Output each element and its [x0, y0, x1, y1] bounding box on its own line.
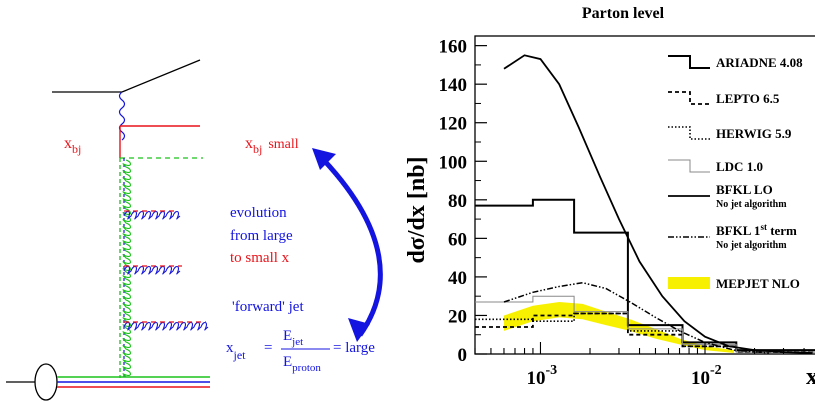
- x-tick-label: 10-2: [691, 363, 722, 389]
- legend-sublabel: No jet algorithm: [716, 199, 787, 210]
- gluon-ladder-curls: [122, 159, 132, 378]
- xbj-small-label: xbj small: [245, 135, 299, 156]
- legend-swatch: [668, 55, 710, 69]
- legend-label: BFKL LO: [716, 182, 773, 197]
- y-axis-label: dσ/dx [nb]: [404, 156, 430, 263]
- gluon-rung-3: [123, 321, 209, 331]
- evolution-arrow-head-bottom: [348, 318, 370, 342]
- legend-item: LEPTO 6.5: [668, 91, 780, 106]
- forward-jet-label: 'forward' jet: [232, 299, 304, 315]
- y-tick-label: 120: [439, 114, 468, 135]
- legend-label: LEPTO 6.5: [716, 91, 780, 106]
- x-tick-label: 10-3: [526, 363, 557, 389]
- y-tick-label: 160: [439, 37, 468, 58]
- proton-blob: [34, 363, 58, 401]
- y-tick-label: 60: [448, 229, 467, 250]
- electron-line-out: [121, 59, 201, 93]
- series-bfkl-lo: [503, 54, 813, 354]
- legend-item: ARIADNE 4.08: [668, 55, 803, 70]
- xbj-label: xbj: [64, 135, 81, 156]
- photon-line: [118, 91, 126, 141]
- scattering-diagram: xbj xbj small evolution from large to sma…: [6, 59, 383, 401]
- ladder-gluon-line: [122, 159, 132, 378]
- legend-label: BFKL 1st term: [716, 222, 797, 238]
- legend-label: MEPJET NLO: [716, 276, 800, 291]
- svg-text:Ejet: Ejet: [283, 328, 303, 348]
- legend-sublabel: No jet algorithm: [716, 240, 787, 251]
- series-layer: [475, 54, 815, 354]
- legend-item: BFKL 1st term No jet algorithm: [668, 222, 797, 251]
- legend-label: HERWIG 5.9: [716, 126, 792, 141]
- legend-item: HERWIG 5.9: [668, 126, 792, 141]
- gluon-rungs: [123, 210, 209, 331]
- evolution-arrow: [316, 152, 383, 337]
- legend-swatch: [668, 126, 710, 140]
- mepjet-band-layer: [504, 302, 734, 353]
- series-mepjet-nlo: [504, 302, 734, 353]
- evolution-line1: evolution: [230, 205, 287, 221]
- svg-text:= large: = large: [333, 340, 375, 356]
- evolution-line3: to small x: [230, 250, 290, 266]
- y-tick-label: 40: [448, 268, 467, 289]
- y-tick-label: 20: [448, 306, 467, 327]
- evolution-line2: from large: [230, 228, 293, 244]
- y-ticks: 0 20 40 60 80 100 120 140 160: [439, 37, 487, 366]
- chart: Parton level dσ/dx [nb] 0 20 40 60 80 100 120 1…: [404, 5, 815, 390]
- series-bfkl-1st-term: [503, 281, 771, 354]
- gluon-rung-1: [123, 210, 181, 220]
- series-ldc-1-0: [475, 295, 815, 353]
- legend-swatch: [668, 159, 710, 173]
- y-tick-label: 0: [458, 345, 468, 366]
- evolution-arrow-head-top: [312, 148, 336, 170]
- y-tick-label: 80: [448, 191, 467, 212]
- legend-swatch: [668, 277, 710, 289]
- plot-frame: [474, 35, 815, 355]
- legend: ARIADNE 4.08 LEPTO 6.5 HERWIG 5.9 LDC 1.0 BF…: [668, 55, 803, 291]
- legend-item: MEPJET NLO: [668, 276, 800, 291]
- x-ticks: 10-3 10-2: [474, 342, 805, 389]
- svg-text:=: =: [264, 340, 272, 356]
- x-axis-label: x: [806, 364, 815, 390]
- gluon-rung-2: [123, 265, 181, 275]
- y-tick-label: 100: [439, 152, 468, 173]
- svg-text:Eproton: Eproton: [283, 354, 321, 374]
- legend-item: BFKL LO No jet algorithm: [668, 182, 787, 210]
- legend-swatch: [668, 91, 710, 105]
- legend-item: LDC 1.0: [668, 159, 763, 174]
- legend-label: LDC 1.0: [716, 159, 763, 174]
- series-ariadne-4-08: [475, 198, 815, 352]
- svg-text:xjet: xjet: [226, 340, 246, 362]
- chart-title: Parton level: [582, 5, 665, 22]
- y-tick-label: 140: [439, 75, 468, 96]
- xjet-formula: xjet = Ejet Eproton = large: [226, 328, 375, 374]
- legend-label: ARIADNE 4.08: [716, 55, 803, 70]
